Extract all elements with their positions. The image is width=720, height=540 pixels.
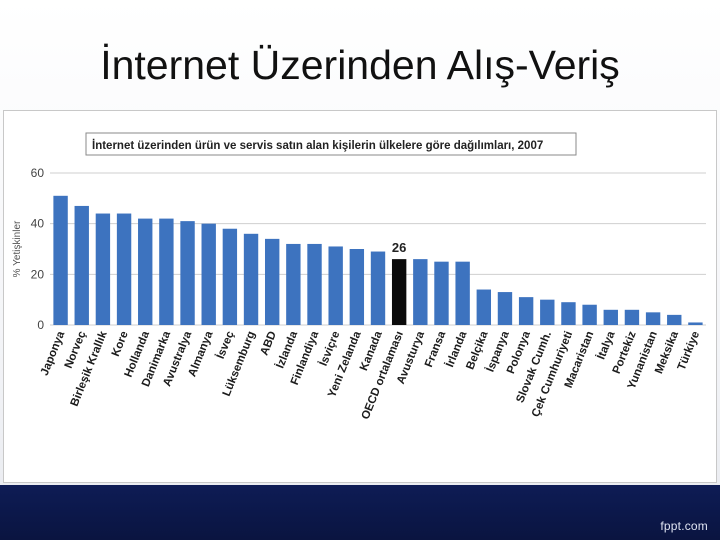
bar	[645, 312, 661, 325]
bar	[243, 233, 259, 325]
y-tick-label: 0	[37, 318, 44, 332]
slide-title: İnternet Üzerinden Alış-Veriş	[100, 42, 620, 88]
y-tick-label: 40	[31, 217, 45, 231]
bar	[328, 246, 343, 325]
footer-logo: fppt.com	[660, 519, 708, 533]
bar	[603, 309, 618, 325]
bar-highlight	[391, 259, 407, 325]
oecd-average-annotation: 26	[392, 240, 406, 255]
bar	[53, 195, 68, 325]
bar	[180, 221, 195, 325]
bars	[53, 195, 703, 325]
chart-frame: İnternet üzerinden ürün ve servis satın …	[3, 110, 717, 483]
bar	[370, 251, 386, 325]
y-tick-label: 60	[31, 166, 45, 180]
bar	[222, 228, 238, 325]
bar	[74, 205, 89, 325]
y-tick-label: 20	[31, 267, 45, 281]
bar	[159, 218, 174, 325]
chart-title-box	[85, 132, 577, 156]
bar	[624, 309, 640, 325]
bar	[201, 223, 216, 325]
bar	[540, 299, 555, 325]
bar	[116, 213, 132, 325]
footer-bar	[0, 485, 720, 540]
y-axis-label: % Yetişkinler	[12, 220, 23, 277]
bar	[518, 297, 534, 325]
bar	[286, 243, 301, 325]
bar	[95, 213, 111, 325]
bar-chart: İnternet üzerinden ürün ve servis satın …	[12, 132, 706, 422]
chart-title: İnternet üzerinden ürün ve servis satın …	[92, 139, 543, 152]
bar	[667, 314, 682, 325]
bar	[307, 243, 322, 325]
bar	[476, 289, 492, 325]
y-tick-labels: 0 20 40 60	[31, 166, 45, 332]
bar	[138, 218, 153, 325]
x-tick-label: Japonya	[39, 329, 68, 377]
bar	[561, 302, 576, 325]
bar	[434, 261, 449, 325]
x-tick-label: İsveç	[214, 329, 237, 361]
x-tick-label: ABD	[259, 330, 279, 358]
bar	[688, 322, 703, 325]
bar	[455, 261, 470, 325]
bar	[413, 259, 428, 325]
x-tick-label: Kore	[110, 330, 131, 359]
bar	[497, 292, 513, 325]
bar	[264, 238, 280, 325]
x-tick-label: İtalya	[594, 329, 617, 362]
bar	[582, 304, 597, 325]
bar	[349, 249, 365, 325]
chart-title-group: İnternet üzerinden ürün ve servis satın …	[85, 132, 577, 156]
